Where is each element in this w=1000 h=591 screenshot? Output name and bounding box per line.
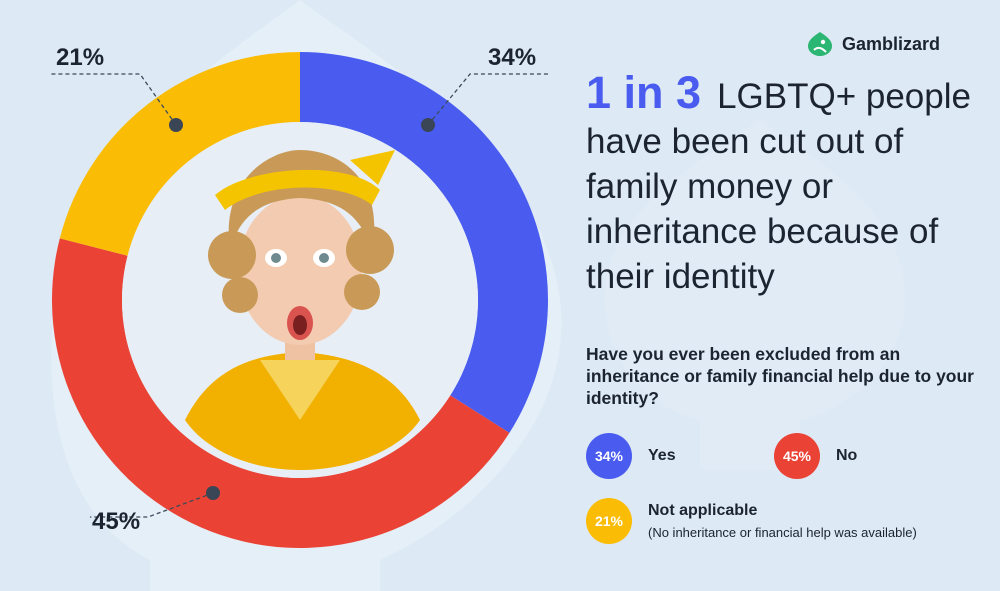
legend-item-no: 45% No (774, 433, 857, 479)
donut-slice-yes (300, 52, 548, 433)
callout-dot-not-applicable (169, 118, 183, 132)
callout-dot-yes (421, 118, 435, 132)
callout-line-yes (427, 73, 548, 126)
lizard-icon (808, 32, 832, 56)
legend-dot-not-applicable: 21% (586, 498, 632, 544)
surprised-woman-portrait (122, 122, 478, 478)
legend-dot-no: 45% (774, 433, 820, 479)
legend-label-yes: Yes (648, 447, 676, 464)
legend-dot-yes: 34% (586, 433, 632, 479)
headline-text: LGBTQ+ people have been cut out of famil… (586, 77, 971, 296)
pct-label-no: 45% (92, 508, 141, 535)
legend-label-no: No (836, 447, 858, 464)
donut-slice-no (51, 238, 510, 548)
pct-label-yes: 34% (488, 44, 537, 71)
legend-item-not-applicable: 21% Not applicable (No inheritance or fi… (586, 498, 917, 544)
legend-label-not-applicable: Not applicable (648, 502, 758, 519)
legend-item-yes: 34% Yes (586, 433, 676, 479)
pct-label-not-applicable: 21% (56, 44, 105, 71)
callout-line-not-applicable (50, 73, 177, 126)
callout-line-no (90, 492, 214, 518)
brand-name: Gamblizard (842, 33, 941, 54)
legend-note-not-applicable: (No inheritance or financial help was av… (648, 525, 917, 540)
callout-dot-no (206, 486, 220, 500)
headline-highlight: 1 in 3 (586, 67, 702, 118)
donut-chart (50, 52, 548, 548)
donut-slice-not-applicable (59, 52, 300, 256)
survey-question: Have you ever been excluded from an inhe… (586, 344, 974, 408)
headline: 1 in 3 LGBTQ+ people have been cut out of… (586, 70, 986, 299)
brand-logo[interactable]: Gamblizard (806, 30, 940, 58)
